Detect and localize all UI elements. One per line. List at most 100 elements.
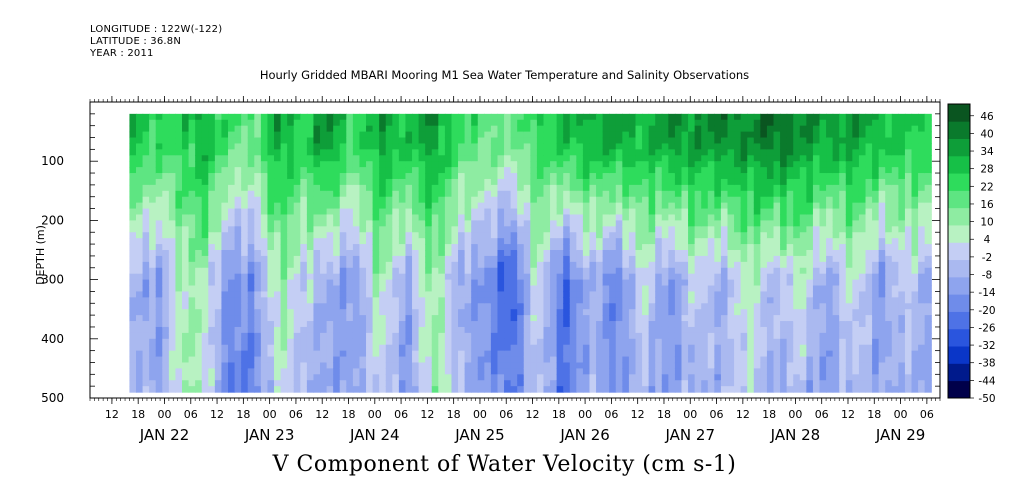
heatmap-cell	[661, 332, 669, 340]
heatmap-cell	[504, 267, 512, 275]
heatmap-cell	[536, 273, 545, 281]
heatmap-cell	[405, 190, 413, 198]
heatmap-cell	[602, 250, 610, 257]
heatmap-cell	[569, 149, 577, 156]
heatmap-cell	[747, 178, 755, 186]
heatmap-cell	[615, 155, 623, 162]
heatmap-cell	[471, 244, 479, 251]
heatmap-cell	[642, 220, 650, 227]
heatmap-cell	[681, 303, 689, 310]
heatmap-cell	[543, 386, 551, 393]
heatmap-cell	[753, 291, 761, 298]
heatmap-cell	[602, 368, 610, 375]
heatmap-cell	[707, 356, 715, 364]
heatmap-cell	[201, 220, 209, 227]
heatmap-cell	[444, 184, 453, 192]
heatmap-cell	[392, 338, 400, 346]
heatmap-cell	[155, 125, 163, 133]
heatmap-cell	[504, 238, 512, 245]
heatmap-cell	[142, 214, 150, 221]
heatmap-cell	[674, 315, 683, 322]
heatmap-cell	[589, 255, 597, 263]
heatmap-cell	[155, 190, 163, 198]
heatmap-cell	[517, 350, 525, 358]
heatmap-cell	[747, 350, 755, 358]
heatmap-cell	[536, 386, 545, 393]
heatmap-cell	[622, 214, 630, 221]
heatmap-cell	[208, 184, 216, 192]
heatmap-cell	[300, 178, 308, 186]
heatmap-cell	[431, 309, 439, 316]
heatmap-cell	[609, 190, 617, 198]
heatmap-cell	[766, 184, 775, 192]
heatmap-cell	[760, 350, 768, 358]
heatmap-cell	[576, 131, 584, 139]
heatmap-cell	[398, 173, 407, 180]
heatmap-cell	[366, 374, 374, 381]
heatmap-cell	[201, 226, 209, 233]
heatmap-cell	[740, 208, 748, 216]
heatmap-cell	[339, 273, 347, 281]
heatmap-cell	[129, 208, 137, 216]
heatmap-cell	[431, 113, 439, 121]
heatmap-cell	[155, 244, 163, 251]
heatmap-cell	[155, 368, 163, 375]
heatmap-cell	[214, 244, 223, 251]
heatmap-cell	[346, 119, 354, 127]
heatmap-cell	[280, 285, 288, 293]
heatmap-cell	[175, 149, 183, 156]
heatmap-cell	[438, 321, 446, 328]
heatmap-cell	[773, 149, 781, 156]
heatmap-cell	[228, 161, 236, 168]
heatmap-cell	[517, 344, 525, 352]
heatmap-cell	[214, 350, 223, 358]
heatmap-cell	[267, 261, 275, 269]
heatmap-cell	[530, 350, 538, 358]
heatmap-cell	[392, 196, 400, 204]
heatmap-cell	[740, 184, 748, 192]
heatmap-cell	[740, 309, 748, 316]
heatmap-cell	[214, 255, 223, 263]
heatmap-cell	[694, 362, 702, 369]
heatmap-cell	[385, 255, 393, 263]
heatmap-cell	[306, 338, 315, 346]
heatmap-cell	[720, 356, 729, 364]
heatmap-cell	[701, 326, 709, 334]
heatmap-cell	[694, 125, 702, 133]
heatmap-cell	[300, 261, 308, 269]
heatmap-cell	[668, 250, 676, 257]
heatmap-cell	[773, 332, 781, 340]
heatmap-cell	[648, 279, 656, 287]
heatmap-cell	[241, 374, 249, 381]
heatmap-cell	[477, 250, 485, 257]
heatmap-cell	[418, 214, 426, 221]
heatmap-cell	[162, 220, 170, 227]
heatmap-cell	[497, 309, 505, 316]
heatmap-cell	[195, 113, 203, 121]
heatmap-cell	[241, 321, 249, 328]
heatmap-cell	[129, 368, 137, 375]
heatmap-cell	[306, 113, 315, 121]
heatmap-cell	[267, 173, 275, 180]
heatmap-cell	[747, 220, 755, 227]
heatmap-cell	[510, 196, 518, 204]
heatmap-cell	[241, 161, 249, 168]
heatmap-cell	[326, 273, 334, 281]
heatmap-cell	[333, 344, 341, 352]
heatmap-cell	[694, 196, 702, 204]
heatmap-cell	[707, 244, 715, 251]
heatmap-cell	[497, 208, 505, 216]
heatmap-cell	[569, 297, 577, 304]
heatmap-cell	[674, 155, 683, 162]
heatmap-cell	[694, 303, 702, 310]
heatmap-cell	[714, 190, 722, 198]
heatmap-cell	[674, 303, 683, 310]
heatmap-cell	[490, 167, 499, 174]
heatmap-cell	[727, 338, 735, 346]
heatmap-cell	[359, 332, 367, 340]
heatmap-cell	[655, 202, 663, 210]
heatmap-cell	[339, 291, 347, 298]
heatmap-cell	[175, 261, 183, 269]
heatmap-cell	[293, 190, 301, 198]
heatmap-cell	[536, 250, 545, 257]
